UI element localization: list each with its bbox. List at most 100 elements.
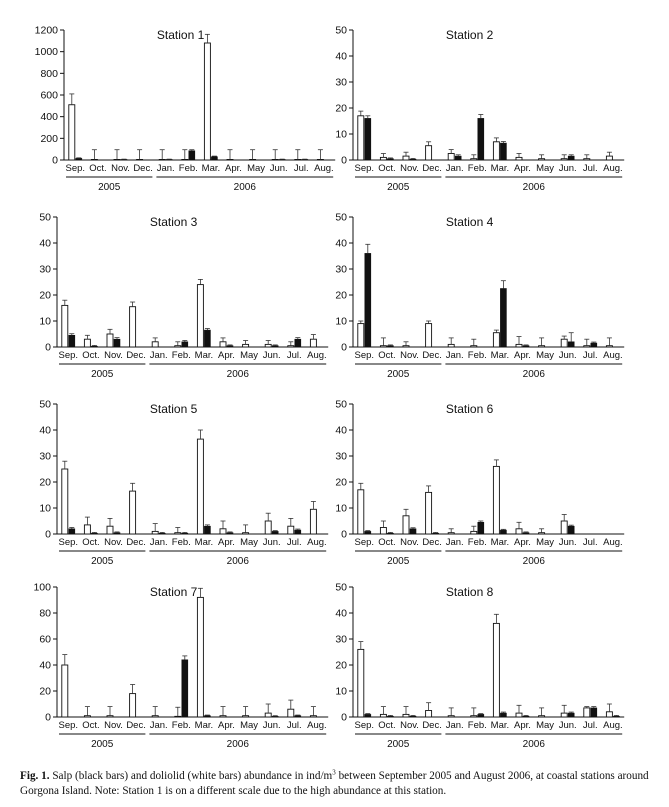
salp-bar [409,528,417,535]
panel-title: Station 8 [446,585,494,599]
doliolid-bar [106,525,114,535]
doliolid-bar [357,115,365,161]
x-tick-label: Nov. [111,163,130,174]
year-label: 2005 [387,556,410,567]
x-tick-label: Aug. [603,350,623,361]
y-tick-label: 40 [335,425,347,437]
x-tick-label: Nov. [104,350,123,361]
doliolid-bar [492,622,500,718]
salp-bar [477,118,485,161]
doliolid-bar [106,333,114,348]
salp-bar [409,715,417,718]
x-tick-label: Aug. [603,537,623,548]
x-tick-label: Aug. [603,163,623,174]
salp-bar [294,529,302,535]
doliolid-bar [470,715,478,718]
y-tick-label: 20 [335,290,347,302]
salp-bar [91,532,98,535]
x-tick-label: Mar. [202,163,220,174]
x-tick-label: May [240,537,258,548]
doliolid-bar [379,156,387,161]
doliolid-bar [538,715,546,718]
x-tick-label: Mar. [491,350,509,361]
salp-bar [500,712,507,718]
year-label: 2006 [523,739,546,750]
x-tick-label: Oct. [82,720,99,731]
doliolid-bar [402,155,410,161]
doliolid-bar [264,712,272,718]
doliolid-bar [151,341,159,348]
doliolid-bar [61,468,69,535]
y-tick-label: 50 [335,212,347,224]
doliolid-bar [271,159,279,161]
year-label: 2006 [523,556,546,567]
caption-text-end: between September 2005 and August 2006, … [20,770,649,797]
doliolid-bar [219,715,227,718]
doliolid-bar [309,508,317,535]
station-panel-3: 0 10 20 30 40 50 Station 3 Sep. Oct. Nov. Dec. Jan.… [39,212,329,380]
y-tick-label: 40 [335,608,347,620]
salp-bar [387,158,394,161]
salp-bar [68,334,76,348]
station-panel-7: 0 20 40 60 80 100 Station 7 Sep. Oct. Nov. Dec. Jan… [33,582,329,750]
y-tick-label: 50 [335,25,347,37]
x-tick-label: Jan. [446,537,464,548]
x-tick-label: Dec. [422,720,442,731]
panel-title: Station 4 [446,215,494,229]
x-tick-label: Mar. [491,163,509,174]
y-tick-label: 10 [335,129,347,141]
x-tick-label: Jan. [446,163,464,174]
doliolid-bar [425,145,433,161]
doliolid-bar [106,715,114,718]
x-tick-label: Nov. [400,537,419,548]
doliolid-bar [538,532,546,535]
doliolid-bar [83,715,91,718]
y-tick-label: 0 [341,342,347,354]
doliolid-bar [316,159,324,161]
y-tick-label: 400 [40,111,58,123]
salp-bar [500,288,507,348]
station-panel-5: 0 10 20 30 40 50 Station 5 Sep. Oct. Nov. Dec. Jan.… [39,399,329,567]
x-tick-label: Jul. [287,720,302,731]
salp-bar [211,156,218,161]
doliolid-bar [447,715,455,718]
year-label: 2006 [227,556,250,567]
doliolid-bar [61,304,69,348]
x-tick-label: Dec. [126,720,146,731]
salp-bar [188,150,196,161]
doliolid-bar [402,713,410,718]
y-tick-label: 80 [39,608,51,620]
salp-bar [204,329,211,348]
y-tick-label: 30 [335,77,347,89]
x-tick-label: Feb. [172,720,191,731]
salp-bar [387,532,394,535]
x-tick-label: Jan. [157,163,175,174]
x-tick-label: Apr. [514,163,531,174]
doliolid-bar [309,338,317,348]
x-tick-label: Sep. [59,720,79,731]
doliolid-bar [492,332,500,348]
x-tick-label: Mar. [491,537,509,548]
doliolid-bar [113,159,121,161]
x-tick-label: Jul. [294,163,309,174]
doliolid-bar [196,284,204,348]
doliolid-bar [294,159,302,161]
doliolid-bar [309,715,317,718]
salp-bar [271,345,279,348]
year-label: 2005 [91,369,114,380]
doliolid-bar [379,527,387,535]
panel-title: Station 7 [150,585,198,599]
doliolid-bar [447,153,455,161]
panel-title: Station 5 [150,402,198,416]
doliolid-bar [379,345,387,348]
x-tick-label: Jul. [287,537,302,548]
doliolid-bar [515,528,523,535]
doliolid-bar [560,338,568,348]
y-tick-label: 40 [335,238,347,250]
y-tick-label: 0 [45,342,51,354]
x-tick-label: Oct. [378,720,395,731]
year-label: 2005 [387,739,410,750]
y-tick-label: 50 [39,399,51,411]
x-tick-label: Oct. [82,537,99,548]
